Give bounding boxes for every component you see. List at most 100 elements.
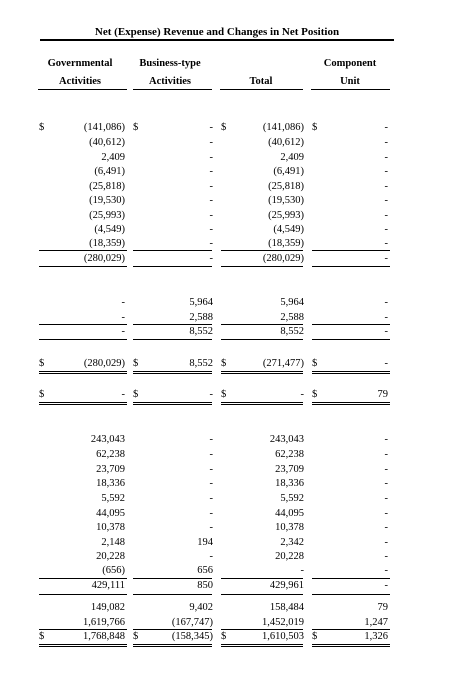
rule-line xyxy=(133,644,212,645)
s1-row-6-gov: (25,993) xyxy=(89,210,125,221)
net2-tot: - xyxy=(300,389,305,400)
rule-line xyxy=(221,371,303,372)
dollar-sign: $ xyxy=(312,389,318,400)
s3-row-1-tot: 62,238 xyxy=(275,449,304,460)
ending-comp: 1,326 xyxy=(364,631,388,642)
dollar-sign: $ xyxy=(133,389,139,400)
s1-row-8-comp: - xyxy=(384,238,389,249)
s2-row-0-gov: - xyxy=(121,297,126,308)
rule-line xyxy=(221,594,303,595)
s3-row-1-bus: - xyxy=(209,449,214,460)
s2-row-0-tot: 5,964 xyxy=(280,297,304,308)
s3-subtotal-comp: - xyxy=(384,580,389,591)
s3-row-3-tot: 18,336 xyxy=(275,478,304,489)
s1-row-1-tot: (40,612) xyxy=(268,137,304,148)
s3-row-9-gov: (656) xyxy=(102,565,125,576)
rule-line xyxy=(39,594,127,595)
s1-row-7-comp: - xyxy=(384,224,389,235)
rule-line xyxy=(312,371,390,372)
rule-line xyxy=(39,339,127,340)
rule-line xyxy=(133,373,212,374)
rule-line xyxy=(39,629,127,630)
dollar-sign: $ xyxy=(221,389,227,400)
rule-line xyxy=(312,578,390,579)
rule-line xyxy=(133,324,212,325)
s3-row-6-tot: 10,378 xyxy=(275,522,304,533)
s1-row-7-gov: (4,549) xyxy=(94,224,125,235)
rule-line xyxy=(312,629,390,630)
s1-row-5-gov: (19,530) xyxy=(89,195,125,206)
s2-subtotal-bus: 8,552 xyxy=(189,326,213,337)
s2-subtotal-comp: - xyxy=(384,326,389,337)
s3-row-2-tot: 23,709 xyxy=(275,464,304,475)
rule-line xyxy=(133,578,212,579)
s1-row-8-gov: (18,359) xyxy=(89,238,125,249)
rule-line xyxy=(39,402,127,403)
s3-row-5-bus: - xyxy=(209,508,214,519)
rule-line xyxy=(312,402,390,403)
s3-row-4-bus: - xyxy=(209,493,214,504)
s3-row-2-gov: 23,709 xyxy=(96,464,125,475)
net1-gov: (280,029) xyxy=(83,358,125,369)
ending-tot: 1,610,503 xyxy=(262,631,304,642)
s1-row-3-gov: (6,491) xyxy=(94,166,125,177)
rule-line xyxy=(39,578,127,579)
net2-bus: - xyxy=(209,389,214,400)
rule-line xyxy=(221,404,303,405)
rule-line xyxy=(221,339,303,340)
s3-row-6-bus: - xyxy=(209,522,214,533)
rule-line xyxy=(133,646,212,647)
rule-line xyxy=(39,371,127,372)
s3-row-1-comp: - xyxy=(384,449,389,460)
s3-row-2-bus: - xyxy=(209,464,214,475)
ending-bus: (158,345) xyxy=(171,631,213,642)
s3-row-7-bus: 194 xyxy=(197,537,213,548)
rule-line xyxy=(221,644,303,645)
s1-row-6-bus: - xyxy=(209,210,214,221)
rule-line xyxy=(133,629,212,630)
dollar-sign: $ xyxy=(221,122,227,133)
s1-subtotal-tot: (280,029) xyxy=(262,253,304,264)
s3-row-7-comp: - xyxy=(384,537,389,548)
s3-row-8-bus: - xyxy=(209,551,214,562)
rule-line xyxy=(133,402,212,403)
report-title: Net (Expense) Revenue and Changes in Net… xyxy=(94,26,340,38)
header-component: Component xyxy=(323,58,377,69)
s1-row-8-bus: - xyxy=(209,238,214,249)
rule-line xyxy=(221,578,303,579)
rule-line xyxy=(39,404,127,405)
rule-line xyxy=(221,629,303,630)
s3-row-3-comp: - xyxy=(384,478,389,489)
net1-tot: (271,477) xyxy=(262,358,304,369)
rule-line xyxy=(133,250,212,251)
beginning-tot: 1,452,019 xyxy=(262,617,304,628)
rule-line xyxy=(133,594,212,595)
s2-row-1-tot: 2,588 xyxy=(280,312,304,323)
s3-row-9-comp: - xyxy=(384,565,389,576)
net2-comp: 79 xyxy=(377,389,389,400)
dollar-sign: $ xyxy=(221,631,227,642)
rule-line xyxy=(312,646,390,647)
rule-line xyxy=(312,339,390,340)
rule-line xyxy=(39,373,127,374)
header-governmental: Governmental xyxy=(47,58,113,69)
rule-line xyxy=(39,250,127,251)
dollar-sign: $ xyxy=(39,631,45,642)
header-total: Total xyxy=(249,76,273,87)
dollar-sign: $ xyxy=(39,122,45,133)
change-comp: 79 xyxy=(377,602,389,613)
s1-row-2-tot: 2,409 xyxy=(280,152,304,163)
s3-row-3-bus: - xyxy=(209,478,214,489)
dollar-sign: $ xyxy=(133,631,139,642)
net2-gov: - xyxy=(121,389,126,400)
rule-line xyxy=(133,266,212,267)
net1-bus: 8,552 xyxy=(189,358,213,369)
rule-line xyxy=(133,89,212,90)
rule-line xyxy=(133,339,212,340)
s3-row-9-bus: 656 xyxy=(197,565,213,576)
dollar-sign: $ xyxy=(133,358,139,369)
rule-line xyxy=(312,324,390,325)
s1-row-0-comp: - xyxy=(384,122,389,133)
rule-line xyxy=(38,89,127,90)
s3-subtotal-tot: 429,961 xyxy=(269,580,304,591)
